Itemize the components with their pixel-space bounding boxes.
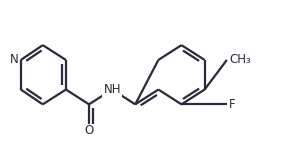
Text: N: N (10, 53, 18, 66)
Text: O: O (84, 124, 94, 137)
Text: CH₃: CH₃ (229, 53, 251, 66)
Text: NH: NH (103, 83, 121, 96)
Text: F: F (229, 98, 236, 111)
